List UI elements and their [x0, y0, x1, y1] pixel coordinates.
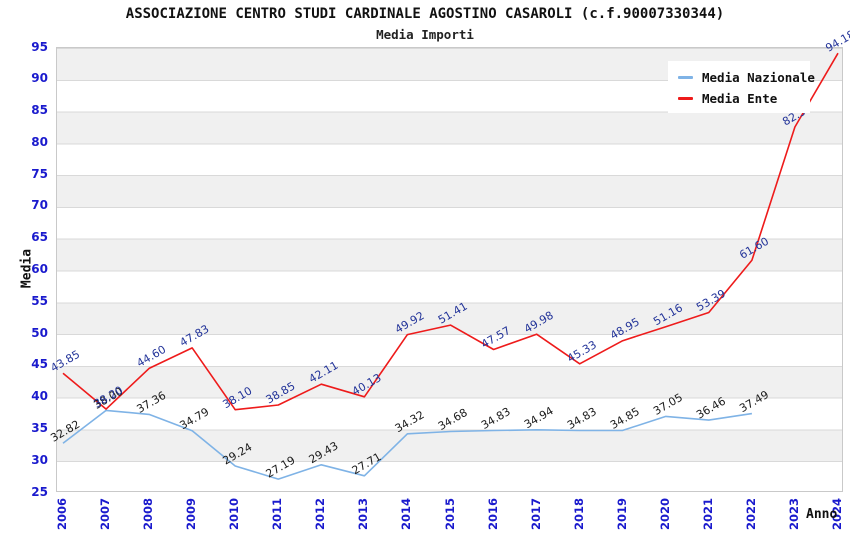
- data-label: 37.49: [737, 388, 771, 415]
- data-label: 51.16: [651, 301, 685, 328]
- data-label: 38.85: [264, 379, 298, 406]
- series-line-media-nazionale: [62, 409, 753, 480]
- y-tick-label: 75: [31, 166, 48, 181]
- x-tick-label: 2008: [141, 498, 156, 531]
- data-label: 37.05: [651, 391, 685, 418]
- data-label: 42.11: [307, 359, 341, 386]
- y-tick-label: 45: [31, 357, 48, 372]
- legend-label: Media Ente: [702, 91, 778, 106]
- chart-subtitle: Media Importi: [376, 27, 474, 42]
- data-label: 34.79: [178, 405, 212, 432]
- legend-item-media-ente: Media Ente: [678, 91, 802, 106]
- plot-area: 32.82 38.00 37.36 34.79 29.24 27.19 29.43 27.71…: [48, 28, 850, 492]
- data-label: 34.83: [479, 405, 513, 432]
- x-tick-label: 2016: [485, 498, 500, 531]
- y-tick-label: 40: [31, 389, 48, 404]
- y-tick-label: 30: [31, 452, 48, 467]
- x-tick-label: 2018: [571, 498, 586, 531]
- data-label: 47.83: [178, 322, 212, 349]
- data-label: 34.32: [393, 408, 427, 435]
- y-tick-label: 70: [31, 198, 48, 213]
- chart-title: ASSOCIAZIONE CENTRO STUDI CARDINALE AGOS…: [125, 6, 725, 22]
- data-label: 51.41: [436, 300, 470, 327]
- x-tick-label: 2009: [184, 498, 199, 531]
- legend-box: Media Nazionale Media Ente: [668, 61, 815, 113]
- legend-item-media-nazionale: Media Nazionale: [678, 70, 815, 85]
- x-tick-label: 2010: [227, 498, 242, 531]
- y-tick-label: 25: [31, 484, 48, 499]
- data-label: 44.60: [134, 343, 168, 370]
- x-tick-label: 2021: [700, 498, 715, 531]
- y-axis-title: Media: [19, 248, 35, 289]
- y-tick-label: 55: [31, 293, 48, 308]
- x-tick-label: 2020: [657, 498, 672, 531]
- media-nazionale-line-swatch: [678, 76, 693, 79]
- data-label: 34.85: [608, 405, 642, 432]
- y-tick-label: 35: [31, 420, 48, 435]
- x-tick-label: 2022: [743, 498, 758, 531]
- data-label: 47.57: [479, 324, 513, 351]
- data-label: 34.94: [522, 404, 556, 431]
- y-tick-label: 85: [31, 103, 48, 118]
- y-tick-label: 60: [31, 262, 48, 276]
- y-tick-label: 95: [31, 39, 48, 54]
- x-tick-label: 2013: [356, 498, 371, 531]
- y-tick-label: 65: [31, 230, 48, 245]
- data-label: 29.24: [221, 440, 255, 467]
- y-tick-label: 50: [31, 325, 48, 340]
- data-label: 37.36: [134, 389, 168, 416]
- x-tick-label: 2017: [528, 498, 543, 531]
- data-label: 49.98: [522, 309, 556, 336]
- x-tick-label: 2006: [55, 498, 69, 531]
- x-tick-label: 2011: [270, 498, 285, 531]
- x-tick-label: 2019: [614, 498, 629, 531]
- x-tick-label: 2023: [786, 498, 801, 531]
- data-label: 34.83: [565, 405, 599, 432]
- data-label: 27.19: [264, 454, 298, 481]
- data-label: 61.60: [737, 235, 771, 262]
- x-tick-label: 2015: [442, 498, 457, 531]
- x-tick-label: 2007: [98, 498, 113, 531]
- legend-label: Media Nazionale: [702, 70, 815, 85]
- data-label: 48.95: [608, 315, 642, 342]
- data-label: 45.33: [565, 338, 599, 365]
- series-line-media-ente: [62, 52, 839, 411]
- x-axis-title: Anno: [806, 507, 838, 522]
- data-label: 43.85: [48, 348, 82, 375]
- x-tick-label: 2012: [313, 498, 328, 531]
- data-label: 29.43: [307, 439, 341, 466]
- y-tick-label: 90: [31, 71, 48, 86]
- data-label: 34.68: [436, 406, 470, 433]
- media-ente-line-swatch: [678, 97, 693, 100]
- y-tick-label: 80: [31, 134, 48, 149]
- x-tick-label: 2014: [399, 498, 414, 531]
- data-label: 38.10: [221, 384, 255, 411]
